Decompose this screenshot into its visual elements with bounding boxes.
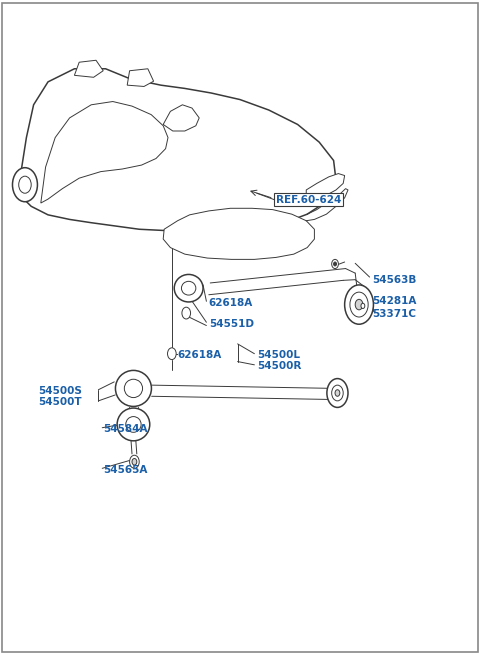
Circle shape <box>12 168 37 202</box>
Ellipse shape <box>117 408 150 441</box>
Text: 54500L: 54500L <box>257 350 300 360</box>
Polygon shape <box>41 102 168 203</box>
Circle shape <box>355 299 363 310</box>
Circle shape <box>332 259 338 269</box>
Text: 54500S: 54500S <box>38 386 82 396</box>
Text: 54500R: 54500R <box>257 361 301 371</box>
Circle shape <box>19 176 31 193</box>
Ellipse shape <box>126 417 141 432</box>
Polygon shape <box>127 69 154 86</box>
Text: 54551D: 54551D <box>209 319 254 329</box>
Circle shape <box>132 458 137 465</box>
Text: REF.60-624: REF.60-624 <box>276 195 341 205</box>
Polygon shape <box>74 60 103 77</box>
Circle shape <box>130 455 139 468</box>
Text: 54565A: 54565A <box>103 464 147 475</box>
Text: 54500T: 54500T <box>38 397 82 407</box>
Text: 54563B: 54563B <box>372 274 416 285</box>
Text: 54584A: 54584A <box>103 424 148 434</box>
Ellipse shape <box>115 371 152 406</box>
Ellipse shape <box>174 274 203 302</box>
Circle shape <box>327 379 348 407</box>
Circle shape <box>182 307 191 319</box>
Circle shape <box>335 390 340 396</box>
Polygon shape <box>306 174 345 198</box>
Ellipse shape <box>124 379 143 398</box>
Text: 62618A: 62618A <box>209 297 253 308</box>
Circle shape <box>350 292 368 317</box>
Ellipse shape <box>181 282 196 295</box>
Polygon shape <box>19 69 336 231</box>
Polygon shape <box>163 105 199 131</box>
Text: 62618A: 62618A <box>178 350 222 360</box>
Circle shape <box>168 348 176 360</box>
Circle shape <box>334 262 336 266</box>
Text: 53371C: 53371C <box>372 309 416 320</box>
Circle shape <box>332 385 343 401</box>
Text: 54281A: 54281A <box>372 296 416 307</box>
Circle shape <box>361 303 365 309</box>
Circle shape <box>345 285 373 324</box>
Polygon shape <box>163 208 314 259</box>
